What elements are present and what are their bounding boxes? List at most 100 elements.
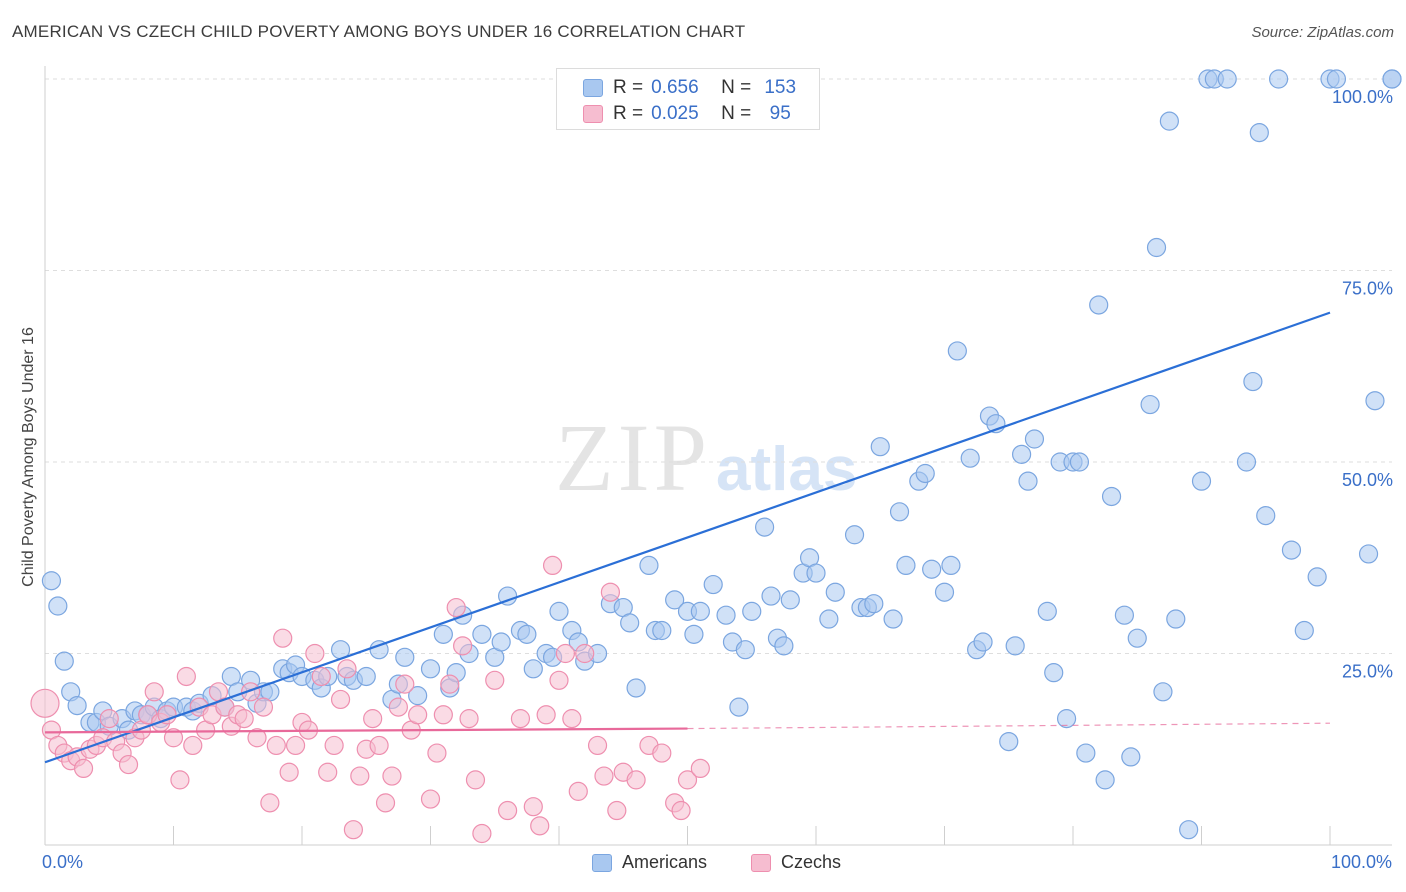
data-point [30,688,60,718]
watermark: ZIP atlas [555,404,857,511]
data-point [947,341,967,361]
data-point [1365,391,1385,411]
data-point [1005,636,1025,656]
source-credit: Source: ZipAtlas.com [1251,24,1394,41]
data-point [510,709,531,729]
data-point [157,705,177,725]
legend-n-value: 153 [764,77,797,98]
data-point [549,601,569,621]
data-point [440,674,460,694]
data-point [183,735,203,756]
data-point [446,597,466,618]
data-point [844,525,865,545]
y-tick-labels: 25.0% 50.0% 75.0% 100.0% [1332,87,1393,682]
data-point [607,800,627,821]
y-tick-label: 75.0% [1342,279,1393,299]
data-point [1024,429,1045,449]
data-point [575,643,595,664]
data-point [652,743,672,763]
data-point [1011,444,1032,464]
data-point [523,797,543,817]
data-point [253,697,274,717]
data-point [703,574,723,595]
trend-line-czechs [44,727,688,734]
data-point [677,770,698,790]
data-point [433,705,453,725]
data-point [825,582,845,602]
legend-r-label: R = [613,77,644,98]
data-point [1153,682,1173,702]
data-point [870,437,890,457]
data-point [690,758,710,779]
data-point [459,709,479,729]
data-point [600,582,621,602]
series-legend-americans: Americans [592,852,707,873]
data-point [234,709,254,729]
data-point [498,586,518,606]
data-point [1166,609,1186,629]
data-point [1089,295,1109,315]
data-point [652,620,672,641]
scatter-points [30,69,1402,844]
data-point [819,609,839,629]
data-point [620,613,640,633]
data-point [999,731,1019,752]
data-point [472,624,492,644]
data-point [562,709,582,729]
data-point [684,624,704,644]
data-point [626,770,646,790]
data-point [530,816,550,836]
data-point [48,596,68,616]
data-point [498,800,518,821]
legend-n-value: 95 [769,103,791,124]
data-point [517,624,537,644]
data-point [915,463,935,484]
data-point [73,758,94,779]
data-point [279,762,299,782]
data-point [343,820,363,840]
data-point [754,517,775,537]
data-point [99,709,119,729]
data-point [1037,601,1057,621]
data-point [420,659,441,679]
data-point [330,689,351,710]
data-point [523,659,543,679]
data-point [1140,394,1160,415]
data-point [806,563,826,583]
data-point [973,632,993,652]
data-point [318,762,338,782]
data-point [536,705,556,725]
data-point [1217,69,1237,89]
data-point [465,770,486,790]
data-point [324,735,344,756]
data-point [587,735,608,756]
data-point [395,674,415,694]
trend-line-extension-czechs [687,722,1331,730]
data-point [1159,111,1179,131]
data-point [549,670,569,690]
data-point [382,766,402,786]
data-point [395,647,415,667]
legend-swatch-americans [583,79,603,97]
data-point [1044,663,1064,683]
data-point [780,590,800,610]
data-point [690,601,710,621]
data-point [1121,747,1141,767]
data-point [472,823,492,844]
series-legend-label: Americans [622,852,708,872]
y-tick-label: 50.0% [1342,470,1393,490]
data-point [896,555,916,576]
correlation-legend: R = 0.656 N = 153 R = 0.025 N = 95 [556,68,820,130]
data-point [883,609,903,629]
legend-r-label: R = [613,103,644,124]
data-point [742,601,762,621]
data-point [67,695,87,716]
data-point [260,793,280,813]
legend-row-czechs: R = 0.025 N = 95 [583,103,799,125]
data-point [408,686,428,706]
data-point [568,781,588,801]
data-point [311,666,331,687]
data-point [542,555,563,576]
trend-line-americans [44,311,1331,764]
data-point [1268,69,1289,89]
